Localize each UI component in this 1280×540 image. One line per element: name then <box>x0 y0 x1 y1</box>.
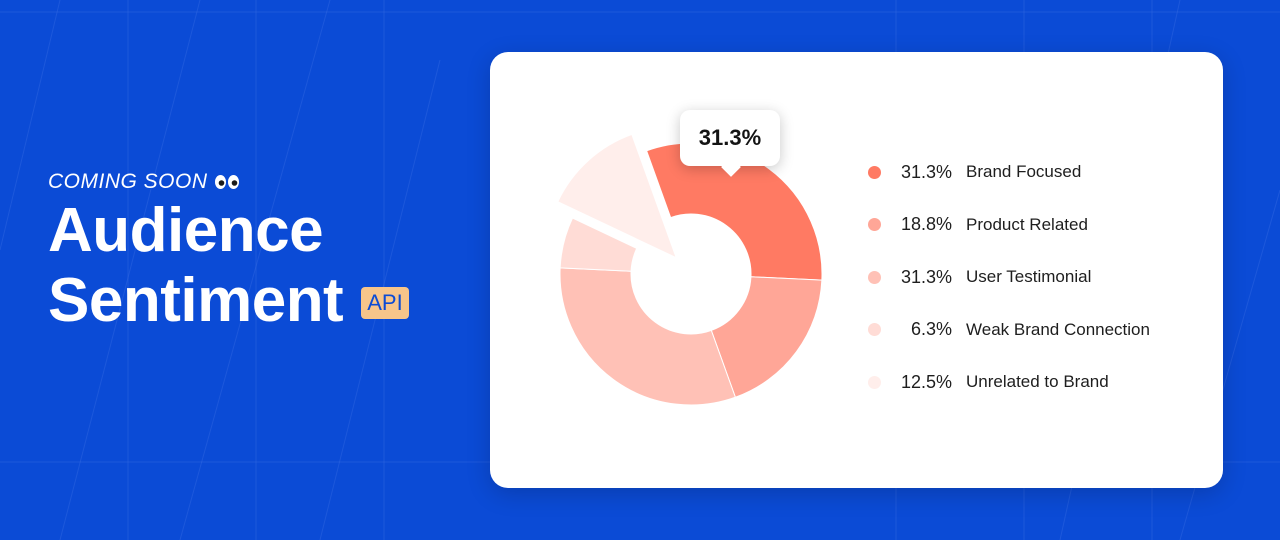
legend-value: 18.8% <box>900 214 952 235</box>
legend-item[interactable]: 31.3% Brand Focused <box>868 146 1198 199</box>
chart-legend: 31.3% Brand Focused 18.8% Product Relate… <box>868 146 1198 409</box>
legend-label: Product Related <box>966 214 1088 234</box>
legend-item[interactable]: 6.3% Weak Brand Connection <box>868 304 1198 357</box>
coming-soon-label: COMING SOON <box>48 170 208 193</box>
donut-slice-unrelated-to-brand[interactable] <box>557 133 678 259</box>
donut-slice-user-testimonial[interactable] <box>559 267 737 406</box>
eyes-icon <box>214 175 239 189</box>
title-line-2-row: Sentiment API <box>48 266 468 336</box>
legend-label: Brand Focused <box>966 162 1082 182</box>
legend-value: 6.3% <box>910 319 952 340</box>
legend-item[interactable]: 12.5% Unrelated to Brand <box>868 356 1198 409</box>
donut-slice-product-related[interactable] <box>710 276 823 398</box>
legend-dot <box>868 218 881 232</box>
legend-dot <box>868 323 881 337</box>
api-badge: API <box>361 287 409 319</box>
tooltip-value: 31.3% <box>698 125 762 150</box>
legend-dot <box>868 165 881 179</box>
legend-value: 31.3% <box>900 266 952 287</box>
title-line-2: Sentiment <box>48 266 344 335</box>
hero: COMING SOON Audience Sentiment API <box>48 168 468 336</box>
chart-card: 31.3% 31.3% Brand Focused 18.8% Product … <box>490 52 1223 488</box>
legend-value: 12.5% <box>900 371 952 392</box>
donut-slice-weak-brand-connection[interactable] <box>559 217 638 272</box>
legend-label: User Testimonial <box>966 267 1092 287</box>
legend-dot <box>868 270 881 284</box>
page-title: Audience Sentiment API <box>48 196 468 336</box>
donut-chart <box>557 133 823 406</box>
eyebrow: COMING SOON <box>48 168 468 196</box>
title-line-1: Audience <box>48 196 324 265</box>
legend-dot <box>868 375 881 389</box>
legend-value: 31.3% <box>900 161 952 182</box>
legend-label: Weak Brand Connection <box>966 319 1150 339</box>
legend-item[interactable]: 31.3% User Testimonial <box>868 251 1198 304</box>
legend-item[interactable]: 18.8% Product Related <box>868 199 1198 252</box>
legend-label: Unrelated to Brand <box>966 372 1109 392</box>
chart-tooltip: 31.3% <box>680 110 780 177</box>
